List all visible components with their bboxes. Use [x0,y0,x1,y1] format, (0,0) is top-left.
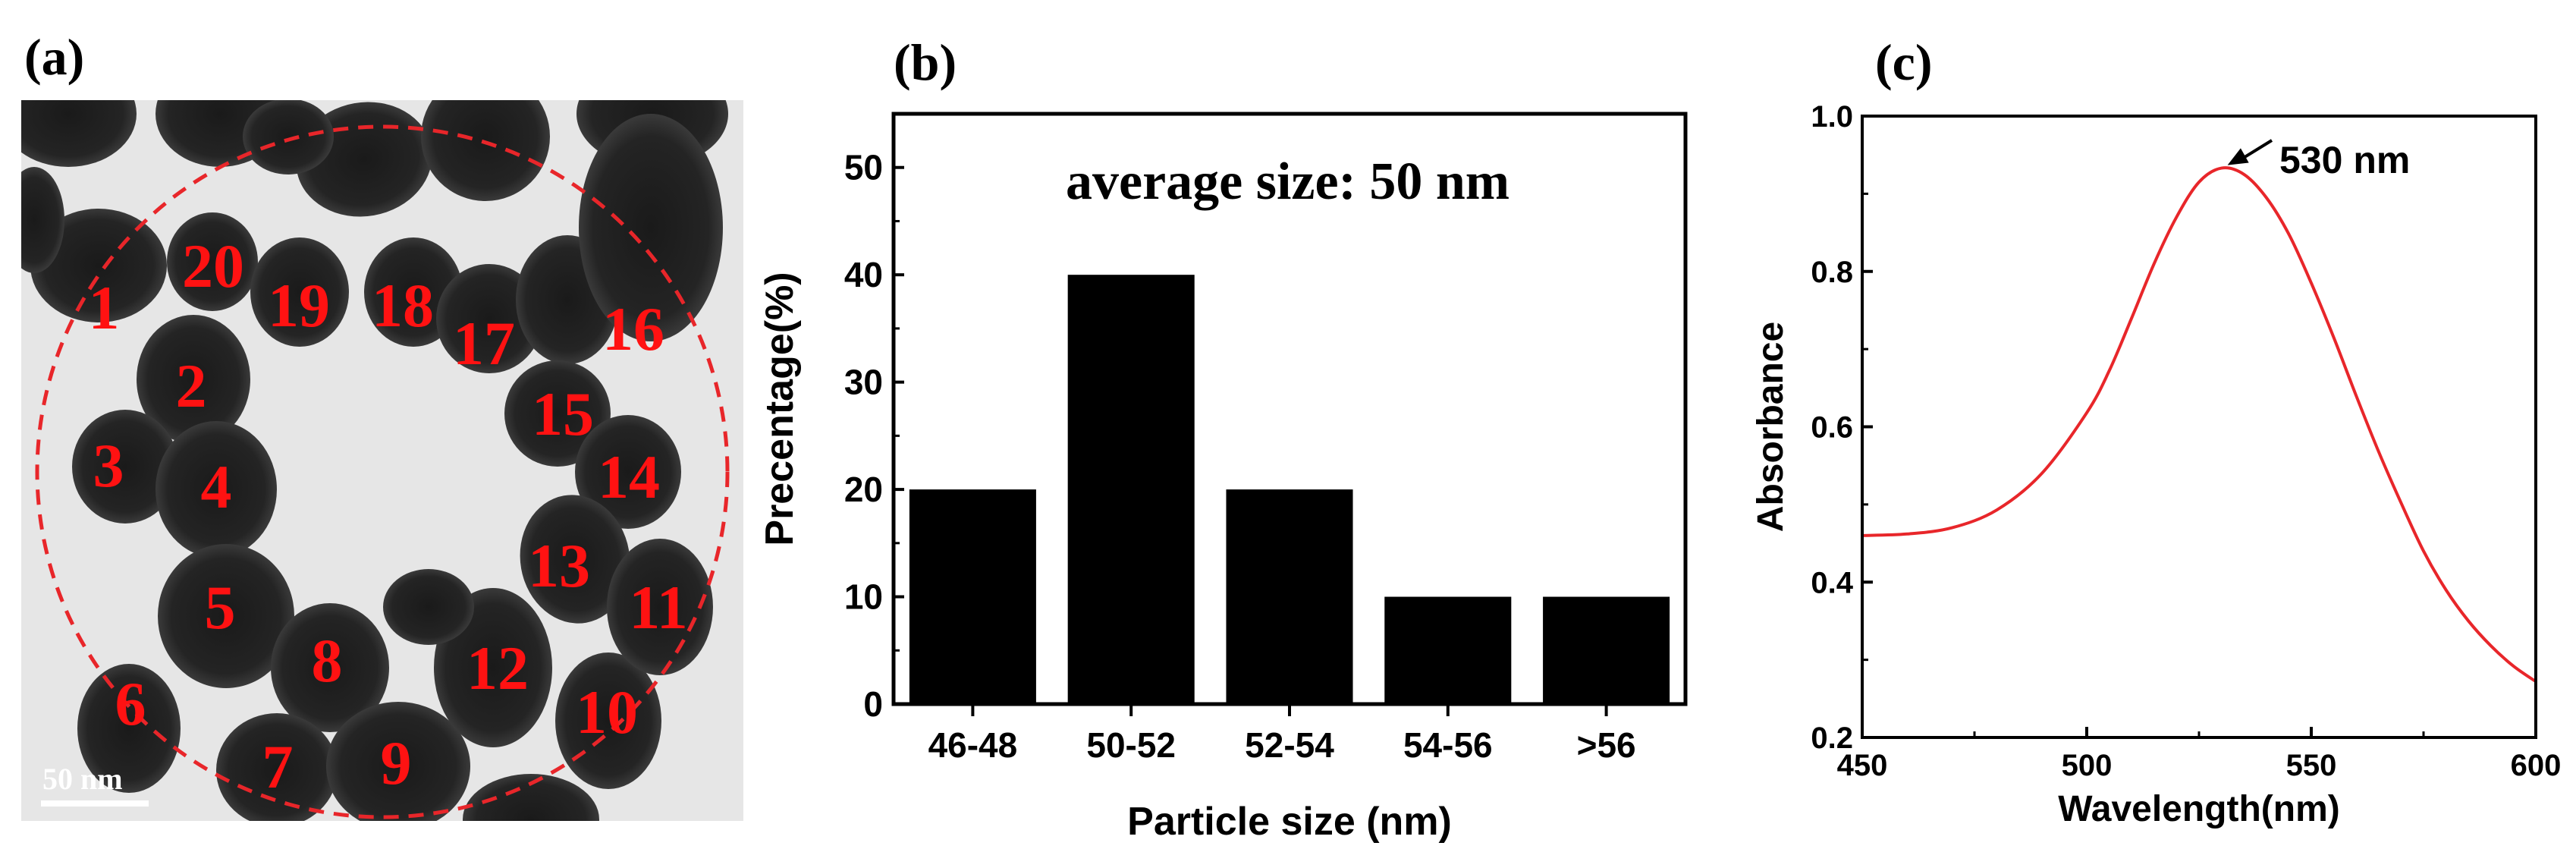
nanoparticle [72,410,178,524]
particle-label-2: 2 [176,351,207,420]
histogram-y-tick-label: 10 [844,577,883,617]
histogram-y-ticks: 0 10 20 30 40 50 [844,112,904,724]
nanoparticle [21,167,64,273]
nanoparticle [137,315,250,444]
absorbance-y-axis-label: Absorbance [1751,322,1791,532]
histogram-bar->56 [1543,596,1670,704]
particle-label-8: 8 [312,626,343,695]
scale-bar [41,800,149,807]
particle-label-1: 1 [89,273,120,342]
panel-c-label: (c) [1875,33,1932,91]
histogram-x-ticks: 46-48 50-52 52-54 54-56 >56 [928,704,1636,765]
absorbance-x-tick-label: 450 [1837,749,1888,782]
peak-annotation: 530 nm [2279,139,2410,181]
histogram-bar-54-56 [1384,596,1512,704]
histogram-x-tick-label: 46-48 [928,725,1018,765]
absorbance-x-axis-label: Wavelength(nm) [2058,789,2340,829]
panel-a-label: (a) [24,28,84,86]
absorbance-x-tick-label: 600 [2511,749,2562,782]
histogram-y-tick-label: 40 [844,255,883,294]
nanoparticle [463,774,599,821]
absorbance-y-tick-label: 0.6 [1811,411,1853,445]
nanoparticle [216,713,338,821]
particle-label-11: 11 [629,573,687,642]
nanoparticle [607,539,713,675]
nanoparticle [579,114,723,341]
nanoparticle [504,360,611,467]
histogram-bar-46-48 [909,489,1036,704]
absorbance-y-tick-label: 0.4 [1811,566,1853,599]
particle-label-5: 5 [205,573,236,642]
nanoparticle [383,569,474,645]
nanoparticle [156,421,277,558]
particle-label-7: 7 [262,732,294,801]
particle-label-9: 9 [381,728,412,797]
tem-particles [21,100,728,821]
absorbance-chart: 0.2 0.4 0.6 0.8 1.0 450 500 550 600 530 nm Wave… [1751,100,2561,829]
particle-label-12: 12 [467,634,529,703]
histogram-y-tick-label: 30 [844,363,883,402]
absorbance-x-tick-label: 500 [2062,749,2113,782]
histogram-x-tick-label: 52-54 [1245,725,1334,765]
histogram-x-tick-label: 50-52 [1086,725,1176,765]
particle-label-3: 3 [93,431,124,500]
nanoparticle [421,100,550,201]
peak-arrow-head [2227,148,2249,165]
particle-label-20: 20 [182,231,244,300]
absorbance-x-tick-label: 550 [2286,749,2337,782]
histogram-bar-50-52 [1067,275,1195,704]
particle-label-10: 10 [576,678,638,747]
nanoparticle [326,702,470,821]
nanoparticle [21,100,137,167]
absorbance-axes-frame [1861,115,2537,739]
histogram-y-tick-label: 20 [844,470,883,509]
absorbance-y-ticks: 0.2 0.4 0.6 0.8 1.0 [1811,100,1873,755]
histogram-bar-52-54 [1226,489,1353,704]
histogram-y-axis-label: Precentage(%) [758,272,802,546]
particle-label-19: 19 [268,271,330,340]
particle-label-4: 4 [201,452,232,521]
particle-label-14: 14 [598,442,660,511]
nanoparticle [520,495,630,624]
nanoparticle [77,664,181,793]
particle-label-13: 13 [528,531,590,600]
particle-label-16: 16 [602,294,664,363]
absorbance-y-tick-label: 0.8 [1811,256,1853,289]
histogram-chart: 0 10 20 30 40 50 46-48 50-52 52-54 54-56 >56 aver… [758,112,1688,844]
nanoparticle [243,100,334,175]
absorbance-x-ticks: 450 500 550 600 [1837,727,2562,782]
panel-b-label: (b) [894,33,957,91]
nanoparticle [436,264,542,373]
nanoparticle [575,415,681,529]
nanoparticle [250,237,349,347]
histogram-x-tick-label: >56 [1577,725,1636,765]
nanoparticle [167,212,258,311]
histogram-x-tick-label: 54-56 [1403,725,1493,765]
histogram-y-tick-label: 0 [863,684,883,724]
nanoparticle [271,603,389,732]
histogram-x-axis-label: Particle size (nm) [1127,800,1452,844]
particle-label-18: 18 [372,271,434,340]
average-size-annotation: average size: 50 nm [1066,153,1509,211]
particle-label-17: 17 [453,309,515,378]
scale-bar-label: 50 nm [42,762,123,796]
absorbance-y-tick-label: 0.2 [1811,722,1853,755]
nanoparticle [30,209,167,322]
particle-label-15: 15 [532,379,594,448]
measurement-circle [35,124,730,819]
histogram-y-tick-label: 50 [844,148,883,187]
absorbance-y-tick-label: 1.0 [1811,100,1853,134]
particle-label-6: 6 [115,669,146,738]
histogram-bars [909,275,1670,704]
absorbance-curve [1861,166,2537,683]
nanoparticle [158,544,294,688]
